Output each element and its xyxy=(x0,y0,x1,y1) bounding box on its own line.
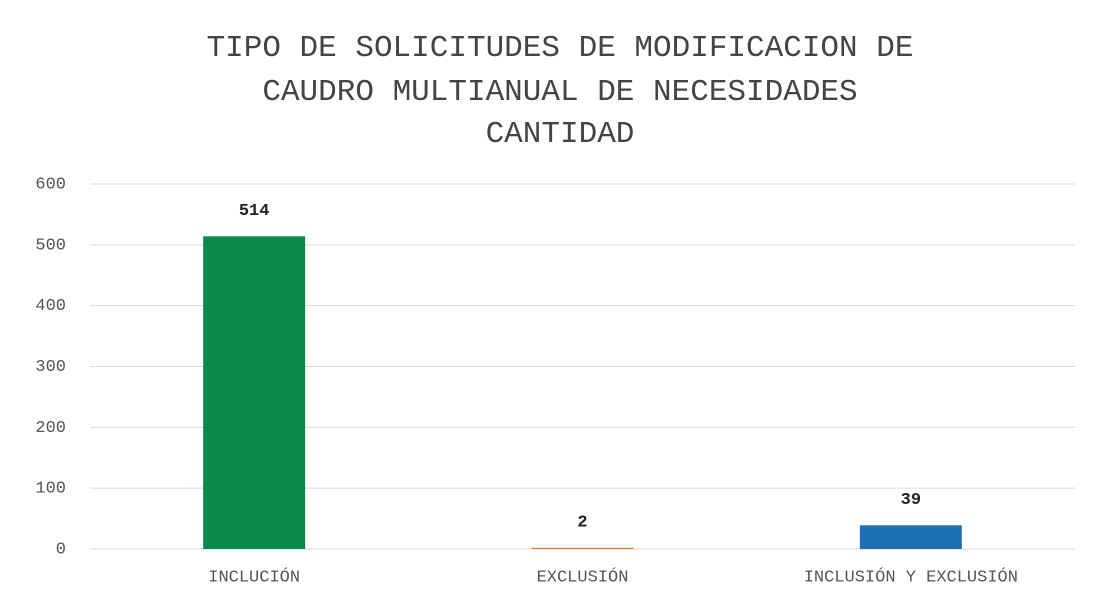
y-tick-label: 200 xyxy=(35,419,66,438)
chart-title: TIPO DE SOLICITUDES DE MODIFICACION DE xyxy=(207,31,914,66)
bar xyxy=(531,547,634,549)
x-tick-label: INCLUCIÓN xyxy=(208,567,300,587)
y-tick-label: 100 xyxy=(35,480,66,499)
data-label: 39 xyxy=(901,491,921,510)
data-label: 514 xyxy=(239,202,270,221)
bar xyxy=(203,236,306,550)
chart-title: CAUDRO MULTIANUAL DE NECESIDADES xyxy=(262,75,857,110)
chart-title: CANTIDAD xyxy=(486,117,635,152)
y-tick-label: 500 xyxy=(35,236,66,255)
bar xyxy=(859,525,962,549)
x-tick-label: EXCLUSIÓN xyxy=(537,567,629,587)
y-tick-label: 300 xyxy=(35,358,66,377)
y-tick-label: 600 xyxy=(35,175,66,194)
y-tick-label: 400 xyxy=(35,297,66,316)
x-tick-label: INCLUSIÓN Y EXCLUSIÓN xyxy=(804,567,1018,587)
y-tick-label: 0 xyxy=(56,540,66,559)
data-label: 2 xyxy=(577,513,587,532)
